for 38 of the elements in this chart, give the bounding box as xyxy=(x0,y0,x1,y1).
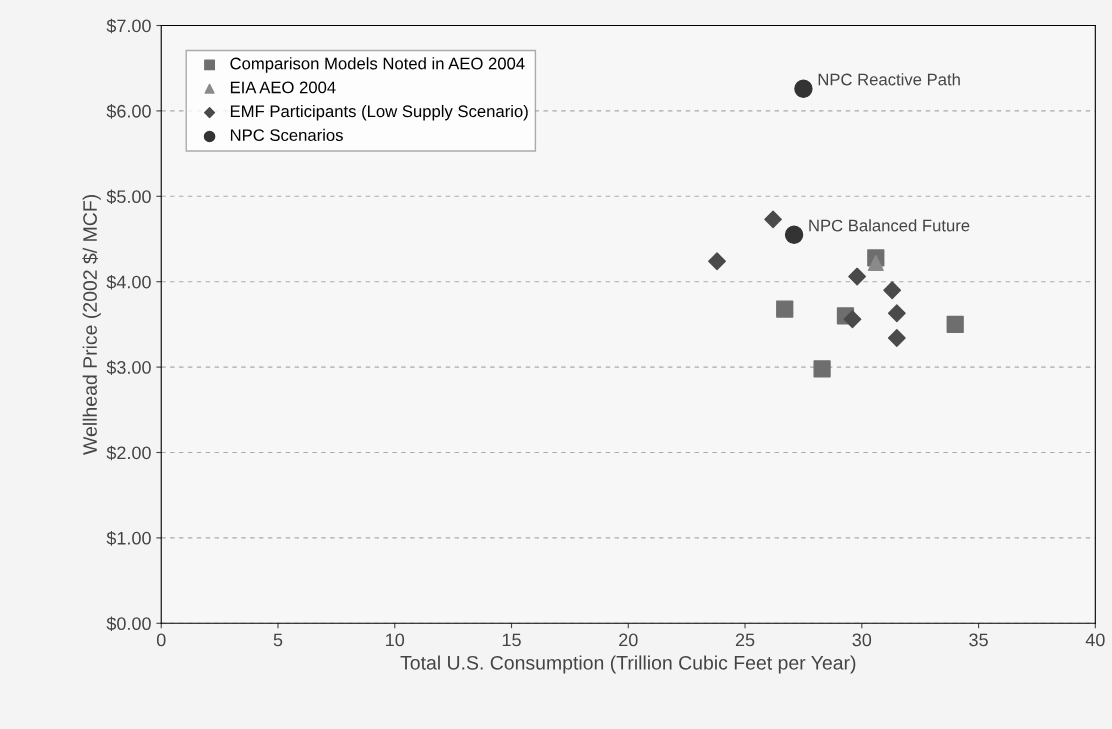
y-tick-label: $1.00 xyxy=(106,531,151,546)
x-tick-label: 20 xyxy=(619,633,638,647)
legend-label: EIA AEO 2004 xyxy=(230,81,336,94)
y-tick-label: $0.00 xyxy=(106,616,151,632)
y-axis-title: Wellhead Price (2002 $/ MCF) xyxy=(82,195,101,455)
x-tick-label: 15 xyxy=(502,633,521,647)
x-tick-label: 5 xyxy=(273,633,283,647)
x-tick-label: 25 xyxy=(735,633,755,647)
legend-label: NPC Scenarios xyxy=(230,128,343,142)
point xyxy=(843,310,862,329)
point xyxy=(887,304,906,323)
annotation: NPC Balanced Future xyxy=(809,219,970,232)
y-tick-label: $7.00 xyxy=(106,18,151,34)
point xyxy=(776,300,794,318)
point xyxy=(708,252,726,271)
y-tick-label: $4.00 xyxy=(106,274,151,290)
point xyxy=(867,254,884,271)
y-tick-label: $3.00 xyxy=(106,360,151,375)
x-tick-label: 35 xyxy=(969,633,988,647)
annotation: NPC Reactive Path xyxy=(818,73,960,86)
point xyxy=(784,225,804,244)
x-tick-label: 0 xyxy=(156,633,166,647)
legend-label: Comparison Models Noted in AEO 2004 xyxy=(230,57,525,73)
x-axis-title: Total U.S. Consumption (Trillion Cubic Feet per Year) xyxy=(400,655,856,674)
point xyxy=(764,210,782,229)
point xyxy=(887,329,906,347)
y-tick-label: $6.00 xyxy=(106,104,151,119)
point xyxy=(848,267,867,286)
y-tick-label: $5.00 xyxy=(106,189,151,205)
point xyxy=(946,315,964,334)
point xyxy=(794,79,813,98)
x-tick-label: 40 xyxy=(1085,633,1105,647)
x-tick-label: 10 xyxy=(386,633,405,647)
legend-label: EMF Participants (Low Supply Scenario) xyxy=(230,104,528,121)
point xyxy=(883,281,902,300)
x-tick-label: 30 xyxy=(852,633,872,647)
y-tick-label: $2.00 xyxy=(106,445,151,461)
point xyxy=(813,360,831,378)
